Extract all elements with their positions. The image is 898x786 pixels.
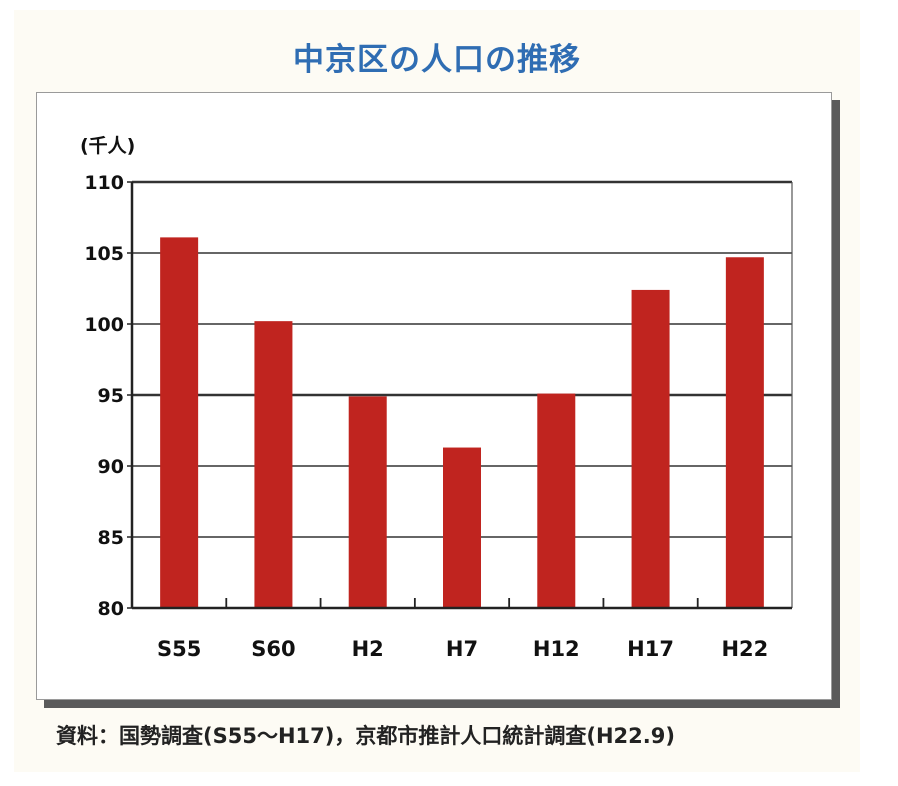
bar-H22	[725, 257, 764, 608]
x-tick-label-H17: H17	[627, 637, 674, 661]
bar-H2	[348, 396, 387, 608]
source-note: 資料：国勢調査(S55〜H17)，京都市推計人口統計調査(H22.9)	[56, 724, 675, 748]
x-tick-label-H22: H22	[721, 637, 768, 661]
x-tick-label-S55: S55	[157, 637, 201, 661]
bar-H12	[537, 393, 576, 608]
y-tick-label: 85	[98, 527, 124, 549]
bar-S55	[160, 237, 199, 608]
y-tick-label: 110	[84, 172, 124, 194]
axes	[127, 181, 793, 610]
x-tick-label-H7: H7	[446, 637, 478, 661]
x-tick-label-S60: S60	[251, 637, 295, 661]
x-tick-label-H2: H2	[352, 637, 384, 661]
x-tick-label-H12: H12	[533, 637, 580, 661]
bars	[160, 237, 764, 608]
y-tick-label: 80	[98, 598, 124, 620]
bar-H17	[631, 289, 670, 608]
y-tick-label: 105	[84, 243, 124, 265]
y-tick-label: 100	[84, 314, 124, 336]
tick-labels: 80 85 90 95 100 105 110 S55 S60 H2 H7 H12 H17 H22	[84, 172, 768, 661]
y-axis-unit-label: (千人)	[80, 135, 135, 157]
y-tick-label: 90	[98, 456, 124, 478]
y-tick-label: 95	[98, 385, 124, 407]
bar-H7	[443, 447, 481, 608]
bar-S60	[254, 321, 293, 608]
chart-title: 中京区の人口の推移	[293, 42, 581, 78]
